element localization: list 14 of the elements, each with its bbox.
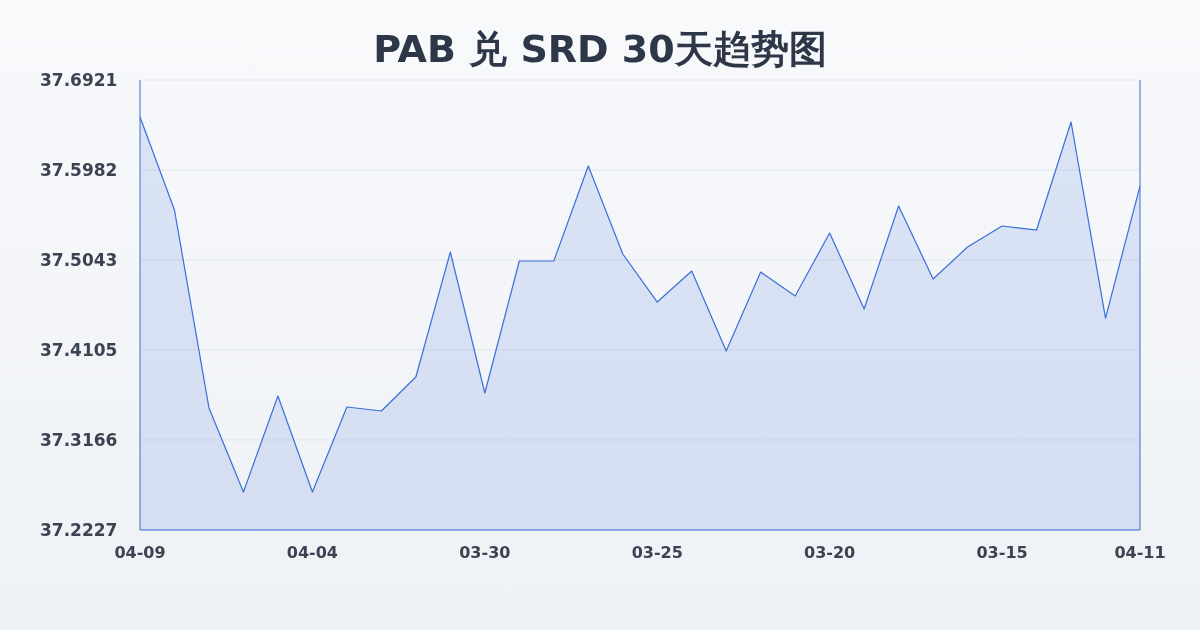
x-tick-label: 03-20 [804,543,856,562]
x-tick-label: 03-30 [459,543,511,562]
chart-title: PAB 兑 SRD 30天趋势图 [373,27,827,71]
x-tick-label: 03-15 [976,543,1028,562]
x-tick-label: 04-11 [1114,543,1166,562]
x-tick-label: 03-25 [631,543,683,562]
y-tick-label: 37.5043 [40,250,118,271]
y-tick-label: 37.2227 [40,520,118,540]
y-tick-label: 37.4105 [40,339,118,360]
x-tick-label: 04-09 [114,543,166,562]
x-tick-label: 04-04 [286,543,338,562]
y-tick-label: 37.3166 [40,429,118,450]
y-tick-label: 37.6921 [40,70,118,90]
y-tick-label: 37.5982 [40,160,118,181]
